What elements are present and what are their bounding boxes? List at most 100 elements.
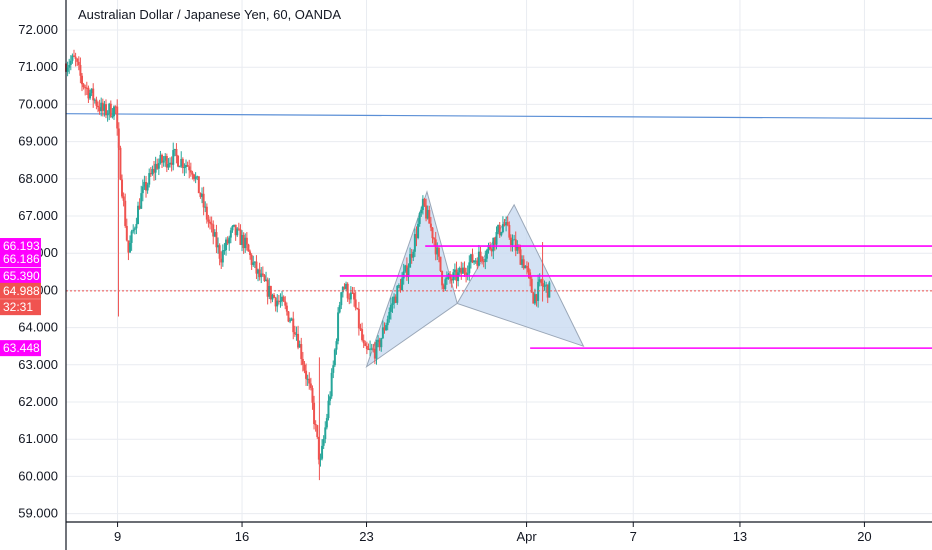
candle-body — [321, 445, 324, 459]
candle-body — [332, 365, 335, 373]
candle-body — [509, 237, 512, 245]
candle-body — [276, 300, 279, 307]
candle-body — [180, 158, 183, 167]
candle-body — [138, 205, 141, 209]
candle-body — [249, 251, 252, 256]
candle-body — [329, 396, 332, 401]
candle-body — [506, 222, 509, 226]
candle-body — [74, 56, 77, 59]
candle-body — [474, 260, 477, 262]
candle-body — [393, 296, 396, 304]
y-tick-label: 63.000 — [18, 357, 58, 372]
horizontal-levels[interactable] — [66, 245, 932, 349]
candle-body — [522, 259, 525, 269]
pattern-triangle[interactable] — [365, 190, 458, 368]
candle-body — [300, 344, 303, 359]
candle-body — [71, 55, 74, 61]
price-tag-bg — [0, 267, 41, 284]
candle-body — [151, 169, 154, 175]
candle-body — [161, 154, 164, 163]
candle-body — [95, 99, 98, 106]
y-tick-label: 72.000 — [18, 22, 58, 37]
candle-body — [333, 349, 336, 366]
candle-body — [500, 232, 503, 236]
candle-body — [140, 193, 143, 209]
candle-body — [463, 267, 466, 273]
candle-body — [205, 206, 208, 220]
candle-body — [295, 333, 298, 335]
y-tick-label: 67.000 — [18, 208, 58, 223]
candle-body — [145, 181, 148, 191]
price-tag-label: 66.193 — [3, 239, 40, 253]
candle-body — [431, 227, 434, 239]
candle-body — [191, 172, 194, 175]
candle-body — [213, 232, 216, 237]
candle-body — [221, 250, 224, 263]
candle-body — [269, 285, 272, 300]
candle-body — [442, 285, 445, 289]
price-tag-bg — [0, 299, 41, 316]
candle-body — [242, 234, 245, 249]
candle-body — [185, 165, 188, 168]
candle-body — [106, 113, 109, 116]
candle-body — [548, 282, 551, 298]
candle-body — [437, 247, 440, 257]
candle-body — [388, 311, 391, 320]
price-tag-label: 32:31 — [3, 300, 33, 314]
trendline[interactable] — [65, 113, 932, 120]
candle-body — [282, 296, 285, 302]
candle-body — [501, 224, 504, 233]
candle-body — [354, 299, 357, 309]
candle-body — [223, 250, 226, 252]
candle-body — [519, 249, 522, 265]
candle-body — [73, 55, 76, 57]
candle-body — [274, 297, 277, 307]
candle-body — [241, 234, 244, 245]
y-tick-label: 64.000 — [18, 320, 58, 335]
candle-body — [113, 106, 116, 117]
candle-body — [340, 292, 343, 306]
price-tag: 63.448 — [0, 340, 41, 357]
candle-body — [252, 262, 255, 265]
candle-body — [319, 458, 322, 460]
harmonic-pattern[interactable] — [365, 190, 585, 368]
candle-body — [181, 158, 184, 168]
candle-body — [84, 87, 87, 89]
candle-body — [514, 239, 517, 251]
candle-body — [77, 61, 80, 65]
candle-body — [87, 87, 90, 99]
candle-body — [265, 279, 268, 281]
candle-body — [76, 58, 79, 62]
candle-body — [210, 223, 213, 225]
candle-body — [261, 273, 264, 276]
candle-body — [298, 344, 301, 348]
candle-body — [490, 248, 493, 252]
candle-body — [391, 303, 394, 305]
candle-body — [250, 255, 253, 265]
candle-body — [492, 237, 495, 252]
candle-body — [330, 372, 333, 397]
candle-body — [175, 149, 178, 157]
candle-body — [426, 209, 429, 219]
candle-body — [228, 237, 231, 244]
candle-body — [338, 305, 341, 313]
candle-body — [377, 339, 380, 343]
price-axis[interactable]: 72.00071.00070.00069.00068.00067.00066.0… — [18, 0, 67, 550]
time-axis[interactable]: 9 16 23 Apr 7 13 20 — [66, 521, 932, 544]
candle-body — [375, 342, 378, 359]
candle-body — [218, 245, 221, 259]
candle-body — [433, 238, 436, 240]
x-tick-label: 7 — [630, 529, 637, 544]
candle-body — [247, 244, 250, 252]
candle-body — [532, 292, 535, 304]
candle-body — [82, 84, 85, 88]
candle-body — [484, 258, 487, 262]
candle-body — [237, 228, 240, 230]
candle-body — [253, 261, 256, 263]
candle-body — [397, 285, 400, 287]
candle-body — [540, 279, 543, 284]
y-tick-label: 60.000 — [18, 468, 58, 483]
candle-body — [81, 75, 84, 85]
candle-body — [292, 318, 295, 333]
